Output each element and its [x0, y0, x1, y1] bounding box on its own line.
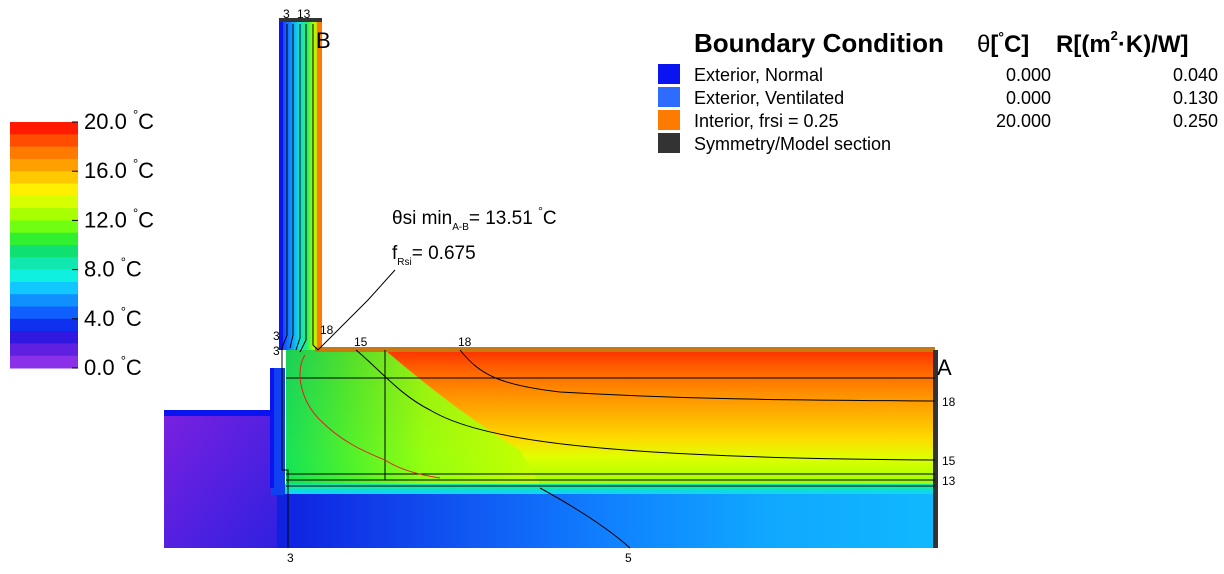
- color-scale-band: [10, 355, 78, 369]
- color-scale-label: 8.0 °C: [84, 255, 142, 282]
- wall-field: [281, 20, 321, 350]
- legend-row-theta: 0.000: [1006, 65, 1051, 85]
- point-b-label: B: [316, 28, 331, 53]
- legend-r-header: R[(m2·K)/W]: [1056, 28, 1189, 58]
- svg-text:fRsi= 0.675: fRsi= 0.675: [392, 243, 476, 268]
- color-scale-band: [10, 220, 78, 234]
- color-scale-band: [10, 122, 78, 135]
- min-temperature-annotation: θsi minA-B= 13.51 °C fRsi= 0.675: [392, 204, 557, 268]
- legend-swatch: [658, 110, 680, 130]
- legend-row-r: 0.130: [1173, 88, 1218, 108]
- legend-title: Boundary Condition: [694, 28, 944, 58]
- legend-row-theta: 0.000: [1006, 88, 1051, 108]
- color-scale: 20.0 °C 16.0 °C 12.0 °C 8.0 °C 4.0 °C 0.0 °C: [10, 107, 154, 380]
- legend-row-name: Symmetry/Model section: [694, 134, 891, 154]
- theta-si-label: θsi min: [392, 208, 452, 229]
- iso-label-top-13: 13: [297, 7, 311, 21]
- legend-row-name: Exterior, Normal: [694, 65, 823, 85]
- color-scale-band: [10, 195, 78, 209]
- color-scale-band: [10, 134, 78, 148]
- wall-exterior-boundary: [279, 20, 283, 350]
- iso-label-corner-18: 18: [320, 323, 334, 337]
- isotherm-labels: 3 13 3 3 18 15 18 18 15 13 3 5: [273, 7, 956, 565]
- corner-region: [286, 350, 540, 484]
- legend-row-theta: 20.000: [996, 111, 1051, 131]
- legend-row-name: Exterior, Ventilated: [694, 88, 844, 108]
- exterior-normal-boundary-left: [164, 410, 277, 416]
- symmetry-boundary: [933, 350, 938, 548]
- color-scale-band: [10, 269, 78, 283]
- color-scale-band: [10, 318, 78, 332]
- ground-band-1: [277, 488, 935, 494]
- color-scale-band: [10, 183, 78, 197]
- legend-row-r: 0.250: [1173, 111, 1218, 131]
- exterior-ground-left: [164, 414, 277, 548]
- slab-interior-boundary: [315, 347, 935, 352]
- legend-swatch: [658, 64, 680, 84]
- color-scale-band: [10, 306, 78, 320]
- iso-label-top-15: 15: [354, 335, 368, 349]
- frsi-subscript: Rsi: [397, 257, 411, 268]
- legend-row-r: 0.040: [1173, 65, 1218, 85]
- color-scale-band: [10, 257, 78, 271]
- foundation-ventilated-boundary: [270, 368, 274, 488]
- frsi-value: = 0.675: [412, 243, 476, 264]
- iso-label-left-3b: 3: [273, 344, 280, 358]
- color-scale-band: [10, 232, 78, 246]
- legend-swatch: [658, 133, 680, 153]
- color-scale-band: [10, 208, 78, 221]
- legend-row-name: Interior, frsi = 0.25: [694, 111, 839, 131]
- color-scale-label: 12.0 °C: [84, 205, 154, 232]
- svg-text:θsi minA-B= 13.51 °C: θsi minA-B= 13.51 °C: [392, 204, 557, 233]
- iso-label-right-13: 13: [942, 474, 956, 488]
- color-scale-band: [10, 171, 78, 184]
- boundary-legend: Boundary Condition θ[°C] R[(m2·K)/W] Ext…: [658, 28, 1218, 154]
- theta-si-degree: °: [538, 204, 543, 218]
- wall-top-boundary: [279, 18, 322, 22]
- theta-si-subscript: A-B: [452, 222, 469, 233]
- iso-label-bottom-3: 3: [287, 551, 294, 565]
- iso-label-right-15: 15: [942, 454, 956, 468]
- color-scale-band: [10, 281, 78, 295]
- color-scale-band: [10, 331, 78, 344]
- min-temp-isotherm: [299, 354, 441, 479]
- color-scale-label: 16.0 °C: [84, 156, 154, 183]
- frsi-label: f: [392, 243, 398, 264]
- iso-label-left-3a: 3: [273, 329, 280, 343]
- ground-below-slab: [277, 488, 935, 548]
- color-scale-band: [10, 294, 78, 307]
- theta-si-value: = 13.51: [469, 208, 538, 229]
- color-scale-label: 0.0 °C: [84, 353, 142, 380]
- iso-label-top-3: 3: [283, 7, 290, 21]
- wall-interior-boundary: [317, 20, 322, 350]
- color-scale-label: 4.0 °C: [84, 304, 142, 331]
- legend-swatch: [658, 87, 680, 107]
- iso-label-bottom-5: 5: [625, 551, 632, 565]
- isotherms: [281, 24, 936, 549]
- legend-theta-header: θ[°C]: [977, 29, 1029, 58]
- point-a-label: A: [937, 355, 952, 380]
- color-scale-band: [10, 245, 78, 258]
- color-scale-label: 20.0 °C: [84, 107, 154, 134]
- color-scale-band: [10, 158, 78, 172]
- iso-label-top-18: 18: [458, 335, 472, 349]
- theta-si-unit: C: [543, 208, 557, 229]
- thermal-field: [164, 18, 938, 549]
- iso-label-right-18: 18: [942, 395, 956, 409]
- color-scale-band: [10, 343, 78, 357]
- color-scale-band: [10, 146, 78, 160]
